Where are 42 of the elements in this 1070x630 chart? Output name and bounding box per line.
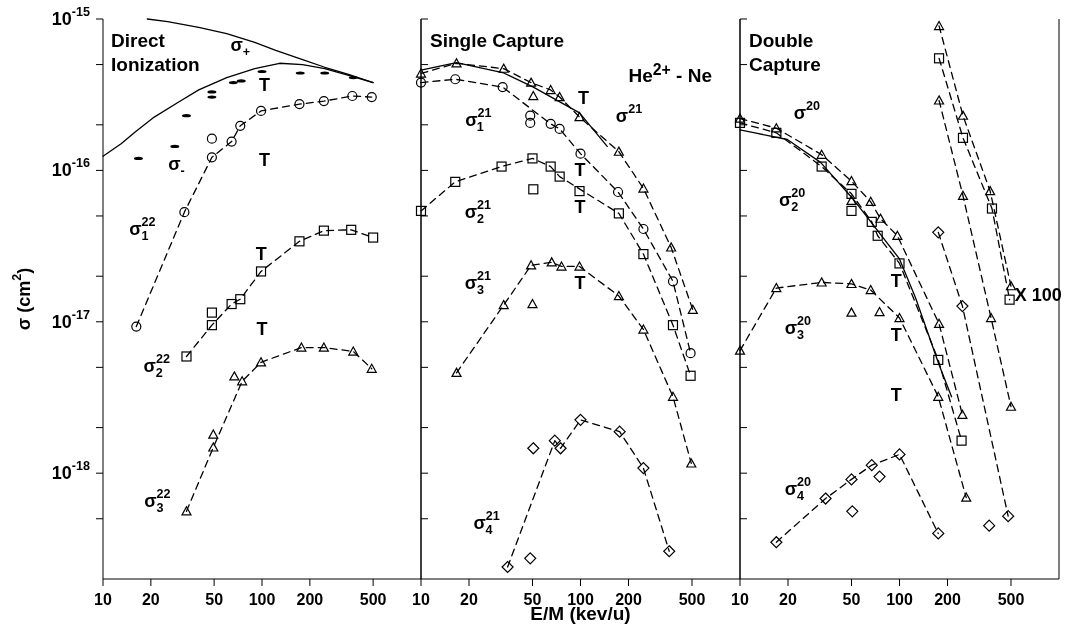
annotation: T: [578, 87, 590, 108]
text: Single Capture: [430, 29, 566, 53]
annotation: T: [890, 384, 902, 405]
annotation: T: [890, 324, 902, 345]
x-tick-label: 10: [94, 590, 112, 608]
annotation: σ$_{+}$: [230, 35, 251, 60]
annotation: T: [574, 160, 586, 181]
x-tick-label: 20: [779, 590, 798, 608]
annotation: σ$^{21}$: [615, 101, 643, 126]
y-tick-label: 10$^{-15}$: [51, 5, 90, 29]
x-tick-label: 10: [412, 590, 430, 608]
annotation: T: [259, 75, 271, 96]
annotation: σ$^{20}$: [793, 99, 820, 124]
x-tick-label: 100: [567, 590, 594, 608]
x-tick-label: 200: [296, 590, 324, 608]
annotation: T: [890, 271, 902, 292]
x-tick-label: 10: [731, 590, 749, 608]
text: He$^{2+}$ - Ne: [628, 61, 712, 88]
annotation: T: [574, 273, 586, 294]
text: Double Capture: [749, 29, 822, 77]
y-tick-label: 10$^{-17}$: [51, 307, 90, 332]
x-tick-label: 500: [359, 590, 387, 608]
annotation: X 100: [1014, 285, 1062, 306]
annotation: T: [256, 319, 268, 340]
x-tick-label: 100: [886, 590, 913, 608]
annotation: T: [255, 244, 267, 265]
x-tick-label: 200: [934, 590, 961, 608]
y-tick-label: 10$^{-18}$: [51, 459, 90, 484]
annotation: σ$_{-}$: [168, 154, 185, 179]
x-tick-label: 50: [842, 590, 861, 608]
x-tick-label: 20: [460, 590, 479, 608]
y-tick-label: 10$^{-16}$: [51, 156, 90, 181]
annotation: T: [259, 149, 271, 170]
x-tick-label: 100: [248, 590, 276, 608]
x-tick-label: 50: [523, 590, 542, 608]
x-tick-label: 500: [678, 590, 706, 608]
x-tick-label: 20: [141, 590, 160, 608]
x-tick-label: 200: [615, 590, 642, 608]
x-tick-label: 500: [997, 590, 1025, 608]
text: Direct Ionization: [111, 30, 200, 75]
annotation: T: [574, 197, 586, 218]
x-tick-label: 50: [205, 590, 224, 608]
